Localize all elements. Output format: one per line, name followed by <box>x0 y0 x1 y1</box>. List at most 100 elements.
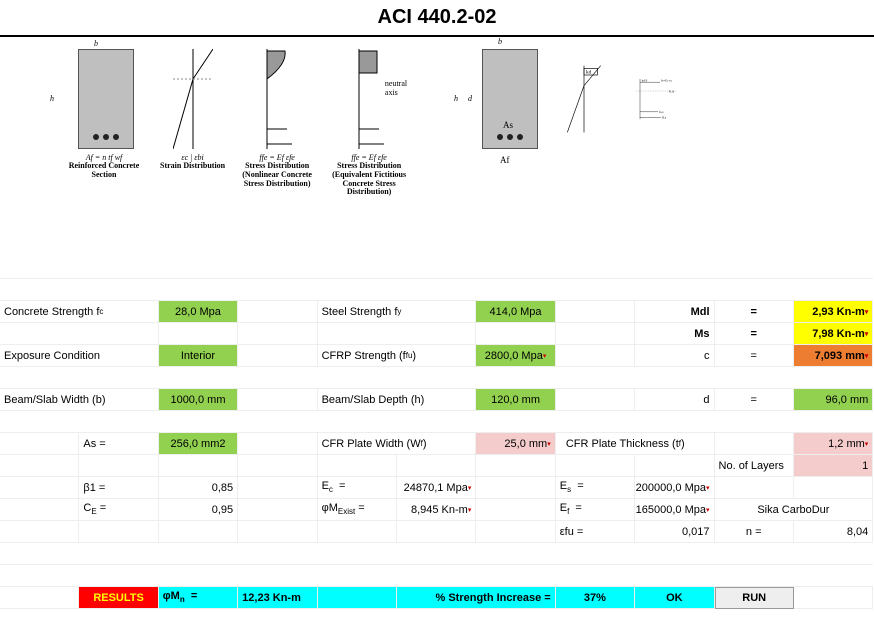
blank <box>238 389 317 411</box>
width-value[interactable]: 1000,0 mm <box>159 389 238 411</box>
beta1-label: β1 = <box>79 477 158 499</box>
blank <box>159 323 238 345</box>
blank <box>397 521 476 543</box>
blank <box>0 565 873 587</box>
blank <box>238 433 317 455</box>
eq: = <box>715 301 794 323</box>
blank <box>0 367 873 389</box>
run-button[interactable]: RUN <box>715 587 794 609</box>
ef-label: Ef = <box>556 499 635 521</box>
blank <box>79 455 158 477</box>
blank <box>79 521 158 543</box>
label-as2: As <box>503 120 513 130</box>
steel-strength-value[interactable]: 414,0 Mpa <box>476 301 555 323</box>
efu-value: 0,017 <box>635 521 714 543</box>
diagram-stress-right: N.A kd/3 fc=Ec εc fs,s ff,s <box>636 49 736 153</box>
ef-value: 165000,0 Mpa▾ <box>635 499 714 521</box>
blank <box>476 499 555 521</box>
ok-value: OK <box>635 587 714 609</box>
d-value[interactable]: 96,0 mm <box>794 389 873 411</box>
label-h: h <box>50 94 54 103</box>
diagram-strain: εc | εbi Strain Distribution <box>160 49 225 197</box>
caption-rc: Reinforced Concrete Section <box>64 162 144 180</box>
svg-text:kd/3: kd/3 <box>642 78 648 82</box>
concrete-strength-value[interactable]: 28,0 Mpa <box>159 301 238 323</box>
mdl-label: Mdl <box>635 301 714 323</box>
layers-value[interactable]: 1 <box>794 455 873 477</box>
cfrp-label: CFRP Strength (ffu) <box>318 345 477 367</box>
diagram-stress-eq: neutralaxis ffe = Ef εfe Stress Distribu… <box>329 49 409 197</box>
svg-text:fc=Ec εc: fc=Ec εc <box>661 78 673 82</box>
diagram-stress-nl: ffe = Ef εfe Stress Distribution (Nonlin… <box>237 49 317 197</box>
depth-value[interactable]: 120,0 mm <box>476 389 555 411</box>
ec-label: Ec = <box>318 477 397 499</box>
exposure-value[interactable]: Interior <box>159 345 238 367</box>
ms-value[interactable]: 7,98 Kn-m▾ <box>794 323 873 345</box>
main-grid: h b Af = n tf wf Reinforced Concrete Sec… <box>0 37 874 609</box>
blank <box>318 521 397 543</box>
blank <box>159 521 238 543</box>
blank <box>476 477 555 499</box>
blank <box>715 477 794 499</box>
caption-stress-nl: Stress Distribution (Nonlinear Concrete … <box>237 162 317 188</box>
label-b: b <box>94 39 98 48</box>
label-af2: Af <box>500 155 510 165</box>
blank <box>318 587 397 609</box>
ce-value: 0,95 <box>159 499 238 521</box>
blank <box>556 345 635 367</box>
label-h2: h <box>454 94 458 103</box>
concrete-strength-label: Concrete Strength fc <box>0 301 159 323</box>
blank <box>238 323 317 345</box>
mdl-value[interactable]: 2,93 Kn-m▾ <box>794 301 873 323</box>
beam-icon <box>78 49 134 149</box>
blank <box>159 455 238 477</box>
es-label: Es = <box>556 477 635 499</box>
blank <box>556 455 635 477</box>
caption-stress-eq: Stress Distribution (Equivalent Fictitio… <box>329 162 409 197</box>
n-label: n = <box>715 521 794 543</box>
blank <box>0 455 79 477</box>
diagram-strain-right: kd <box>564 49 624 153</box>
blank <box>635 455 714 477</box>
blank <box>556 301 635 323</box>
diagram-beam-right: h d b As Af <box>460 49 552 153</box>
blank <box>0 587 79 609</box>
mexist-label: φMExist = <box>318 499 397 521</box>
tf-value[interactable]: 1,2 mm▾ <box>794 433 873 455</box>
blank <box>794 477 873 499</box>
blank <box>476 323 555 345</box>
blank <box>0 279 873 301</box>
pct-label: % Strength Increase = <box>397 587 556 609</box>
layers-label: No. of Layers <box>715 455 794 477</box>
page-title: ACI 440.2-02 <box>0 0 874 37</box>
blank <box>238 455 317 477</box>
blank <box>318 455 397 477</box>
ec-value: 24870,1 Mpa▾ <box>397 477 476 499</box>
blank <box>0 411 873 433</box>
sika-label: Sika CarboDur <box>715 499 874 521</box>
tf-label: CFR Plate Thickness (tf) <box>556 433 715 455</box>
mexist-value: 8,945 Kn-m▾ <box>397 499 476 521</box>
c-value[interactable]: 7,093 mm▾ <box>794 345 873 367</box>
ce-label: CE = <box>79 499 158 521</box>
as-value[interactable]: 256,0 mm2 <box>159 433 238 455</box>
blank <box>0 543 873 565</box>
cfrp-value[interactable]: 2800,0 Mpa▾ <box>476 345 555 367</box>
es-value: 200000,0 Mpa▾ <box>635 477 714 499</box>
blank <box>715 433 794 455</box>
blank <box>238 499 317 521</box>
svg-text:N.A: N.A <box>669 90 675 94</box>
svg-text:fs,s: fs,s <box>659 110 664 115</box>
beam-icon-2: As <box>482 49 538 149</box>
blank <box>476 521 555 543</box>
diagram-area: h b Af = n tf wf Reinforced Concrete Sec… <box>0 37 873 279</box>
blank <box>476 455 555 477</box>
blank <box>397 455 476 477</box>
blank <box>556 389 635 411</box>
eq: = <box>715 389 794 411</box>
blank <box>238 477 317 499</box>
ms-label: Ms <box>635 323 714 345</box>
wf-value[interactable]: 25,0 mm▾ <box>476 433 555 455</box>
diagram-left-group: h b Af = n tf wf Reinforced Concrete Sec… <box>60 49 409 197</box>
blank <box>0 521 79 543</box>
